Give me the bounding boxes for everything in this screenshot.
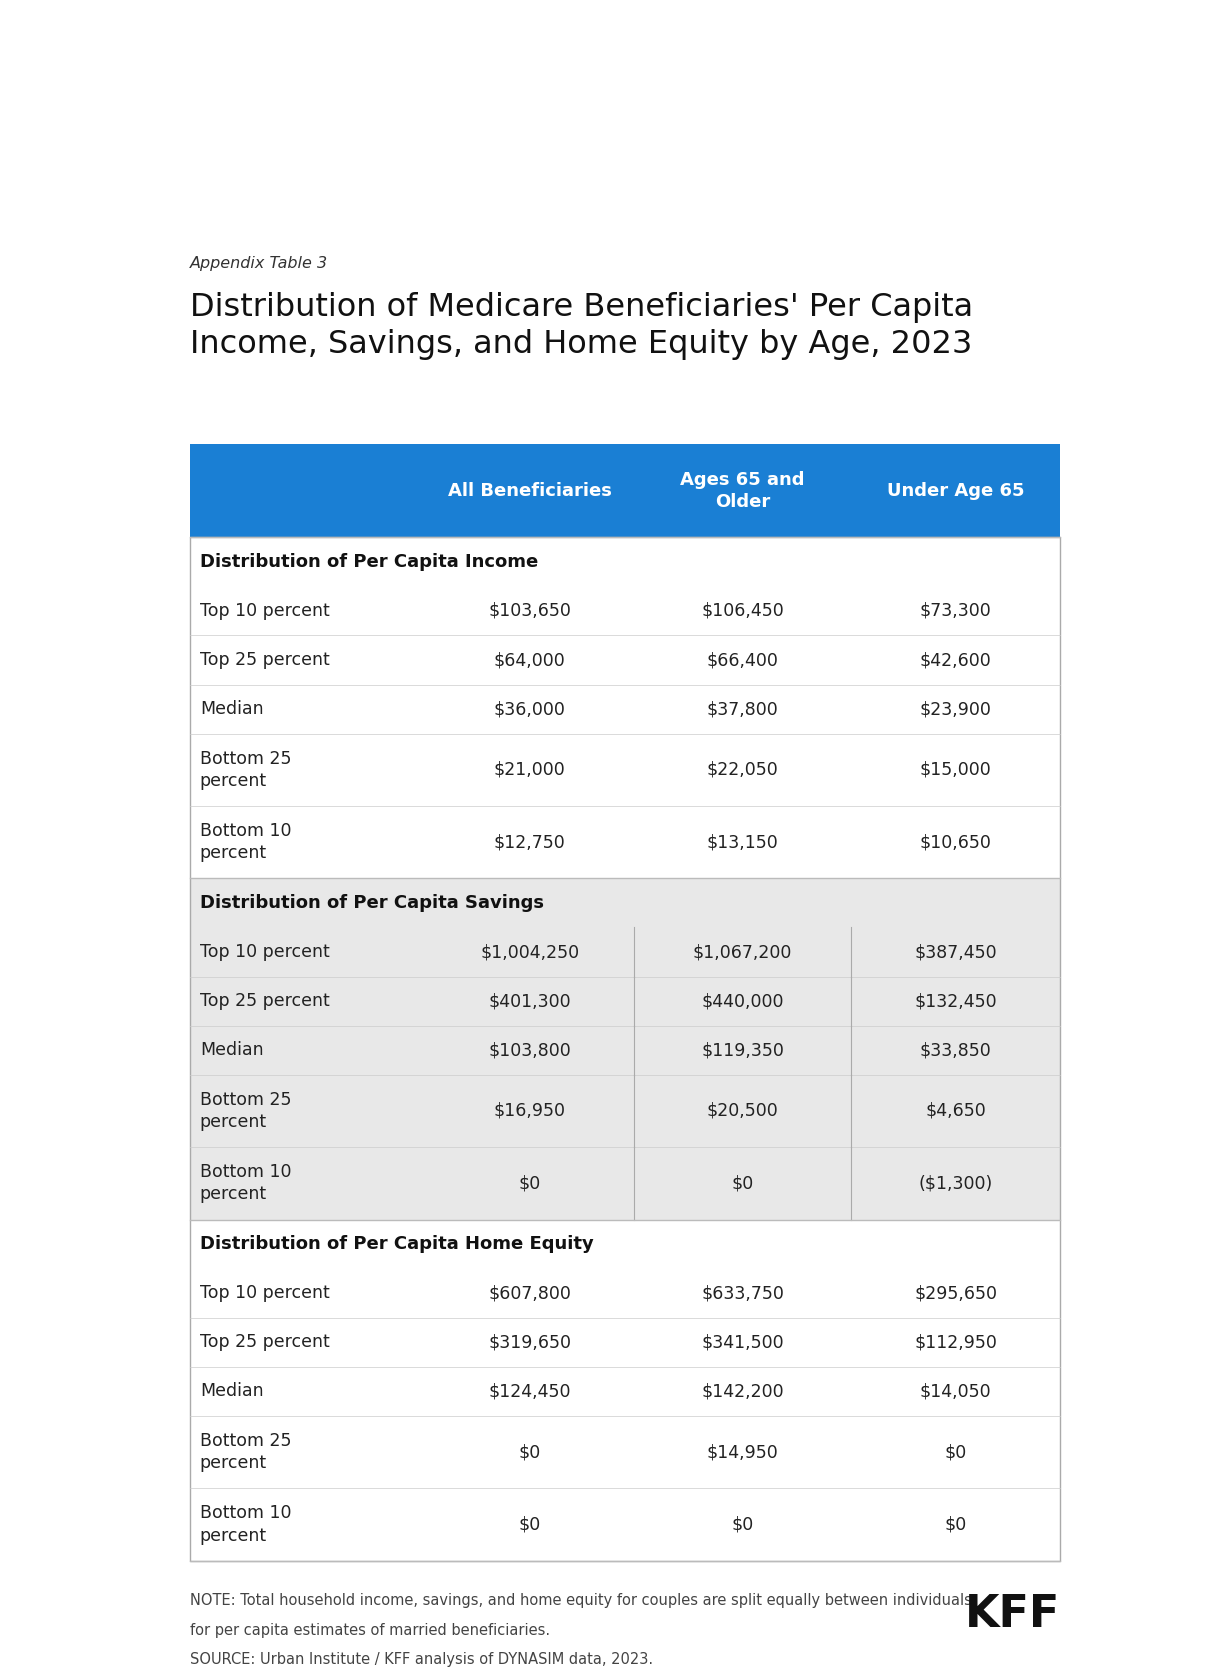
Text: $387,450: $387,450 bbox=[915, 943, 997, 961]
Text: KFF: KFF bbox=[965, 1592, 1060, 1636]
Bar bbox=[190, 1416, 1060, 1488]
Text: SOURCE: Urban Institute / KFF analysis of DYNASIM data, 2023.: SOURCE: Urban Institute / KFF analysis o… bbox=[190, 1653, 654, 1668]
Text: $103,800: $103,800 bbox=[488, 1042, 571, 1059]
Text: $22,050: $22,050 bbox=[706, 760, 778, 779]
Text: $124,450: $124,450 bbox=[488, 1383, 571, 1401]
Text: $1,067,200: $1,067,200 bbox=[693, 943, 792, 961]
Text: $607,800: $607,800 bbox=[488, 1284, 571, 1302]
Text: Ages 65 and
Older: Ages 65 and Older bbox=[681, 472, 805, 510]
Text: $0: $0 bbox=[732, 1515, 754, 1534]
Text: Bottom 25
percent: Bottom 25 percent bbox=[200, 750, 292, 790]
Text: $12,750: $12,750 bbox=[494, 834, 565, 851]
Bar bbox=[190, 733, 1060, 805]
Text: for per capita estimates of married beneficiaries.: for per capita estimates of married bene… bbox=[190, 1623, 550, 1638]
Text: $14,050: $14,050 bbox=[920, 1383, 992, 1401]
Text: $4,650: $4,650 bbox=[926, 1102, 986, 1119]
Bar bbox=[190, 878, 1060, 928]
Text: $15,000: $15,000 bbox=[920, 760, 992, 779]
Text: $0: $0 bbox=[518, 1443, 540, 1462]
Bar bbox=[190, 805, 1060, 878]
Bar bbox=[190, 1025, 1060, 1076]
Text: Distribution of Per Capita Home Equity: Distribution of Per Capita Home Equity bbox=[200, 1235, 593, 1253]
Bar bbox=[190, 537, 1060, 1561]
Text: $16,950: $16,950 bbox=[494, 1102, 566, 1119]
Bar bbox=[190, 977, 1060, 1025]
Text: $142,200: $142,200 bbox=[702, 1383, 784, 1401]
Bar bbox=[190, 537, 1060, 586]
Text: $1,004,250: $1,004,250 bbox=[479, 943, 580, 961]
Text: Bottom 25
percent: Bottom 25 percent bbox=[200, 1431, 292, 1472]
Bar bbox=[190, 445, 1060, 537]
Text: Distribution of Per Capita Income: Distribution of Per Capita Income bbox=[200, 552, 538, 571]
Text: $106,450: $106,450 bbox=[702, 602, 784, 619]
Text: $119,350: $119,350 bbox=[702, 1042, 784, 1059]
Text: Under Age 65: Under Age 65 bbox=[887, 482, 1025, 500]
Text: Top 25 percent: Top 25 percent bbox=[200, 992, 329, 1010]
Text: Median: Median bbox=[200, 700, 264, 718]
Text: Bottom 25
percent: Bottom 25 percent bbox=[200, 1091, 292, 1131]
Text: $633,750: $633,750 bbox=[702, 1284, 784, 1302]
Bar bbox=[190, 1148, 1060, 1220]
Text: Median: Median bbox=[200, 1042, 264, 1059]
Text: Top 25 percent: Top 25 percent bbox=[200, 1334, 329, 1351]
Text: Top 25 percent: Top 25 percent bbox=[200, 651, 329, 670]
Text: $73,300: $73,300 bbox=[920, 602, 992, 619]
Text: Median: Median bbox=[200, 1383, 264, 1401]
Text: ($1,300): ($1,300) bbox=[919, 1175, 993, 1193]
Text: $341,500: $341,500 bbox=[702, 1334, 784, 1351]
Bar bbox=[190, 928, 1060, 977]
Text: $0: $0 bbox=[732, 1175, 754, 1193]
Bar bbox=[190, 1269, 1060, 1317]
Bar bbox=[190, 685, 1060, 733]
Text: $319,650: $319,650 bbox=[488, 1334, 571, 1351]
Text: $21,000: $21,000 bbox=[494, 760, 565, 779]
Text: $401,300: $401,300 bbox=[488, 992, 571, 1010]
Text: Top 10 percent: Top 10 percent bbox=[200, 1284, 329, 1302]
Bar bbox=[190, 1317, 1060, 1368]
Text: Bottom 10
percent: Bottom 10 percent bbox=[200, 1163, 292, 1203]
Text: $64,000: $64,000 bbox=[494, 651, 565, 670]
Text: $14,950: $14,950 bbox=[706, 1443, 778, 1462]
Text: $0: $0 bbox=[944, 1443, 967, 1462]
Text: $13,150: $13,150 bbox=[706, 834, 778, 851]
Bar bbox=[190, 1488, 1060, 1561]
Text: Bottom 10
percent: Bottom 10 percent bbox=[200, 822, 292, 862]
Text: Top 10 percent: Top 10 percent bbox=[200, 602, 329, 619]
Text: $103,650: $103,650 bbox=[488, 602, 571, 619]
Text: $0: $0 bbox=[518, 1175, 540, 1193]
Bar bbox=[190, 1076, 1060, 1148]
Text: Top 10 percent: Top 10 percent bbox=[200, 943, 329, 961]
Text: All Beneficiaries: All Beneficiaries bbox=[448, 482, 611, 500]
Text: $66,400: $66,400 bbox=[706, 651, 778, 670]
Text: $112,950: $112,950 bbox=[914, 1334, 997, 1351]
Text: $0: $0 bbox=[518, 1515, 540, 1534]
Text: $33,850: $33,850 bbox=[920, 1042, 992, 1059]
Bar bbox=[190, 1368, 1060, 1416]
Bar bbox=[190, 636, 1060, 685]
Text: $132,450: $132,450 bbox=[915, 992, 997, 1010]
Text: Appendix Table 3: Appendix Table 3 bbox=[190, 255, 328, 270]
Bar bbox=[190, 1220, 1060, 1269]
Text: $23,900: $23,900 bbox=[920, 700, 992, 718]
Bar bbox=[190, 586, 1060, 636]
Text: $37,800: $37,800 bbox=[706, 700, 778, 718]
Text: $10,650: $10,650 bbox=[920, 834, 992, 851]
Text: Distribution of Per Capita Savings: Distribution of Per Capita Savings bbox=[200, 894, 544, 911]
Text: NOTE: Total household income, savings, and home equity for couples are split equ: NOTE: Total household income, savings, a… bbox=[190, 1592, 972, 1608]
Text: $0: $0 bbox=[944, 1515, 967, 1534]
Text: Distribution of Medicare Beneficiaries' Per Capita
Income, Savings, and Home Equ: Distribution of Medicare Beneficiaries' … bbox=[190, 292, 974, 359]
Text: $42,600: $42,600 bbox=[920, 651, 992, 670]
Text: $20,500: $20,500 bbox=[706, 1102, 778, 1119]
Text: $440,000: $440,000 bbox=[702, 992, 784, 1010]
Text: Bottom 10
percent: Bottom 10 percent bbox=[200, 1505, 292, 1544]
Text: $295,650: $295,650 bbox=[914, 1284, 997, 1302]
Text: $36,000: $36,000 bbox=[494, 700, 566, 718]
